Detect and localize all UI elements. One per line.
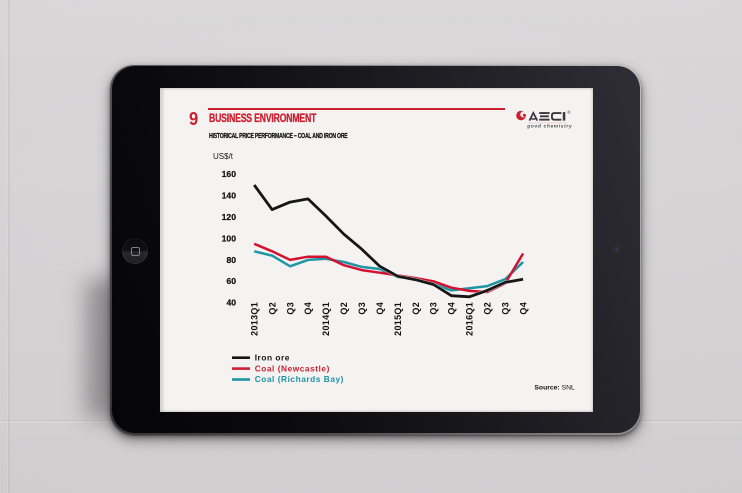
svg-text:Coal (Richards Bay): Coal (Richards Bay) bbox=[255, 374, 344, 384]
svg-text:2016Q1: 2016Q1 bbox=[465, 302, 475, 336]
svg-text:Q2: Q2 bbox=[267, 302, 277, 315]
svg-text:Q4: Q4 bbox=[447, 302, 457, 315]
svg-text:US$/t: US$/t bbox=[213, 152, 234, 161]
svg-text:2013Q1: 2013Q1 bbox=[249, 302, 259, 336]
svg-text:60: 60 bbox=[226, 276, 236, 286]
svg-text:Q3: Q3 bbox=[285, 302, 295, 315]
svg-text:2014Q1: 2014Q1 bbox=[321, 302, 331, 336]
svg-text:Q2: Q2 bbox=[483, 302, 493, 315]
svg-text:Q3: Q3 bbox=[429, 302, 439, 315]
svg-text:Q3: Q3 bbox=[501, 302, 511, 315]
svg-text:100: 100 bbox=[222, 233, 237, 243]
svg-text:140: 140 bbox=[222, 191, 237, 201]
svg-text:Q4: Q4 bbox=[518, 302, 528, 315]
svg-text:160: 160 bbox=[222, 169, 237, 179]
svg-text:Iron ore: Iron ore bbox=[255, 352, 290, 362]
svg-text:good chemistry: good chemistry bbox=[526, 124, 572, 129]
svg-text:Q3: Q3 bbox=[357, 302, 367, 315]
svg-text:Coal (Newcastle): Coal (Newcastle) bbox=[255, 363, 330, 373]
svg-text:2015Q1: 2015Q1 bbox=[393, 302, 403, 336]
svg-text:Q2: Q2 bbox=[339, 302, 349, 315]
svg-text:®: ® bbox=[567, 110, 571, 115]
svg-text:Q2: Q2 bbox=[411, 302, 421, 315]
svg-text:Source: SNL: Source: SNL bbox=[534, 384, 575, 391]
svg-text:Q4: Q4 bbox=[375, 302, 385, 315]
svg-text:80: 80 bbox=[226, 255, 236, 265]
svg-text:Q4: Q4 bbox=[303, 302, 313, 315]
svg-text:40: 40 bbox=[226, 298, 236, 308]
svg-text:120: 120 bbox=[222, 212, 237, 222]
